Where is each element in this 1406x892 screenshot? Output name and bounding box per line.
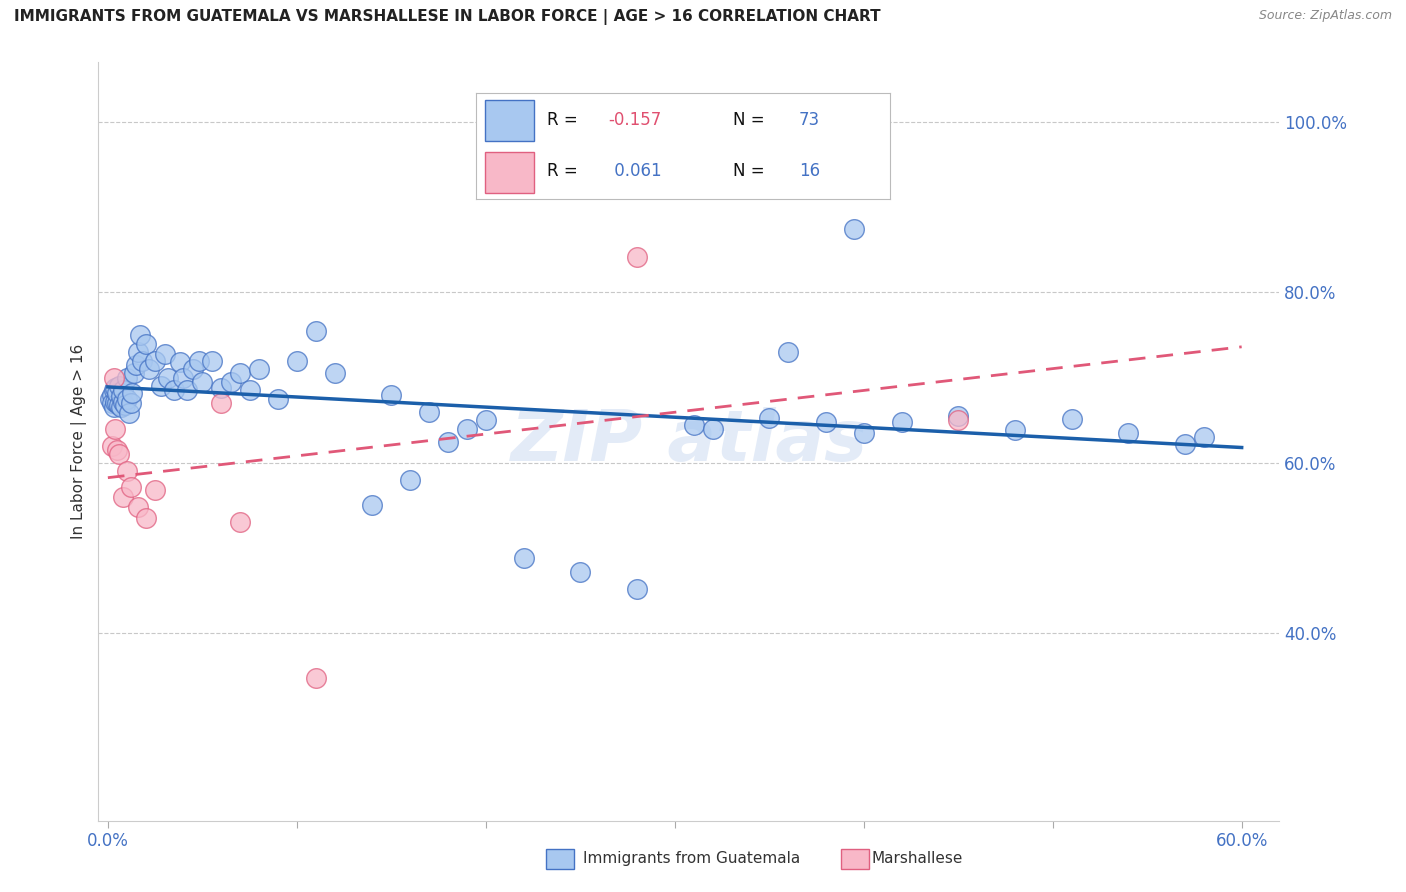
Point (111, 394, 134, 409)
Point (115, 370, 138, 384)
Point (187, 353, 209, 368)
Point (103, 401, 125, 415)
Point (361, 499, 384, 513)
Point (120, 480, 142, 494)
Point (844, 221, 866, 235)
Point (814, 415, 837, 429)
Point (114, 398, 136, 412)
Point (267, 392, 290, 406)
Point (456, 422, 478, 436)
Point (110, 389, 132, 403)
Point (305, 671, 328, 685)
Point (121, 386, 143, 401)
Point (626, 250, 648, 264)
Point (115, 464, 138, 478)
Point (1192, 430, 1215, 444)
Point (229, 516, 252, 530)
Point (105, 443, 128, 458)
Point (569, 565, 592, 579)
Point (120, 396, 142, 410)
Point (399, 473, 422, 487)
Point (172, 370, 194, 384)
Point (948, 413, 970, 427)
Point (135, 336, 157, 351)
Y-axis label: In Labor Force | Age > 16: In Labor Force | Age > 16 (72, 344, 87, 539)
Point (100, 396, 122, 410)
Point (247, 362, 270, 376)
Point (702, 422, 724, 436)
Point (131, 353, 153, 368)
Point (127, 345, 149, 359)
Point (948, 409, 970, 423)
Point (127, 500, 149, 515)
Text: IMMIGRANTS FROM GUATEMALA VS MARSHALLESE IN LABOR FORCE | AGE > 16 CORRELATION C: IMMIGRANTS FROM GUATEMALA VS MARSHALLESE… (14, 9, 880, 25)
Point (201, 353, 224, 368)
Point (305, 324, 328, 338)
Point (143, 353, 166, 368)
Point (219, 375, 242, 389)
Point (191, 375, 214, 389)
Point (100, 439, 122, 453)
Point (104, 422, 127, 436)
Point (157, 370, 180, 384)
Point (153, 347, 176, 361)
Point (149, 379, 172, 393)
Point (626, 582, 648, 596)
Point (108, 379, 131, 393)
Point (229, 367, 252, 381)
Point (111, 490, 134, 504)
Point (104, 381, 127, 395)
Point (163, 384, 186, 398)
Point (105, 386, 128, 401)
Point (209, 381, 232, 395)
Point (105, 396, 128, 410)
Point (682, 417, 704, 432)
Point (169, 355, 191, 369)
Point (124, 367, 146, 381)
Point (129, 328, 152, 343)
Point (418, 405, 440, 419)
Point (852, 425, 875, 440)
Point (100, 387, 122, 401)
Text: ZIP atlas: ZIP atlas (510, 407, 868, 476)
Point (108, 398, 131, 412)
Point (239, 384, 262, 398)
Point (110, 401, 132, 415)
Point (323, 367, 346, 381)
Point (138, 362, 160, 376)
Text: Marshallese: Marshallese (872, 851, 963, 865)
Point (125, 358, 148, 372)
Point (103, 384, 125, 398)
Point (475, 413, 498, 427)
Point (181, 362, 204, 376)
Point (778, 345, 800, 359)
Point (143, 483, 166, 497)
Point (890, 415, 912, 429)
Point (512, 551, 534, 566)
Point (104, 394, 127, 409)
Point (135, 511, 157, 525)
Point (380, 387, 402, 401)
Point (103, 370, 125, 384)
Point (98, 392, 121, 406)
Point (118, 406, 141, 420)
Point (1004, 424, 1026, 438)
Point (111, 384, 134, 398)
Point (437, 434, 460, 449)
Point (285, 353, 308, 368)
Point (176, 384, 198, 398)
Point (108, 447, 131, 461)
Point (115, 392, 138, 406)
Point (1116, 425, 1139, 440)
Point (1060, 411, 1083, 425)
Point (1174, 437, 1197, 451)
Point (758, 410, 780, 425)
Point (209, 396, 232, 410)
Text: Immigrants from Guatemala: Immigrants from Guatemala (583, 851, 801, 865)
Text: Source: ZipAtlas.com: Source: ZipAtlas.com (1258, 9, 1392, 22)
